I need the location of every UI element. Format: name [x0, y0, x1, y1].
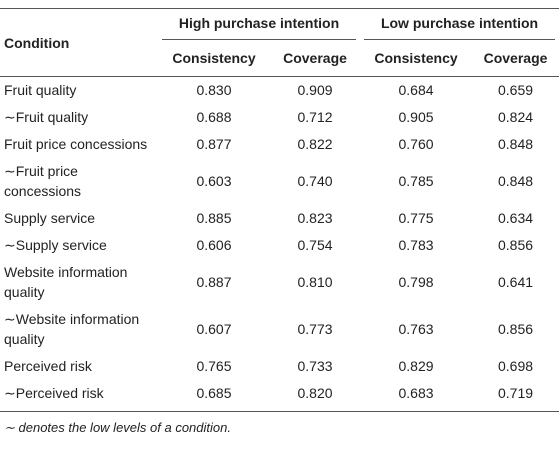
- condition-cell: Fruit quality: [4, 82, 77, 98]
- table-row: Perceived risk 0.765 0.733 0.829 0.698: [0, 353, 559, 380]
- condition-cell: ∼Supply service: [4, 237, 107, 253]
- value-cell: 0.848: [497, 173, 534, 189]
- value-cell: 0.775: [398, 210, 434, 226]
- condition-cell: Supply service: [4, 210, 96, 226]
- value-cell: 0.634: [497, 210, 534, 226]
- subheader: Coverage: [483, 50, 548, 66]
- table-row: Fruit price concessions 0.877 0.822 0.760 0.…: [0, 131, 559, 158]
- value-cell: 0.783: [398, 237, 434, 253]
- table-row: Website information quality 0.887 0.810 0.7…: [0, 259, 559, 306]
- value-cell: 0.810: [297, 274, 333, 290]
- value-cell: 0.733: [297, 358, 333, 374]
- value-cell: 0.856: [497, 321, 534, 337]
- page: Condition High purchase intention Low pu…: [0, 8, 559, 461]
- condition-cell: ∼Fruit price concessions: [4, 163, 82, 199]
- table-row: Supply service 0.885 0.823 0.775 0.634: [0, 205, 559, 232]
- subheader: Consistency: [374, 50, 458, 66]
- condition-cell: ∼Perceived risk: [4, 385, 104, 401]
- condition-cell: ∼Fruit quality: [4, 109, 89, 125]
- condition-cell: Perceived risk: [4, 358, 92, 374]
- value-cell: 0.683: [398, 385, 434, 401]
- value-cell: 0.712: [297, 109, 333, 125]
- value-cell: 0.887: [196, 274, 232, 290]
- value-cell: 0.740: [297, 173, 333, 189]
- value-cell: 0.829: [398, 358, 434, 374]
- value-cell: 0.763: [398, 321, 434, 337]
- value-cell: 0.820: [297, 385, 333, 401]
- value-cell: 0.848: [497, 136, 534, 152]
- value-cell: 0.765: [196, 358, 232, 374]
- value-cell: 0.607: [196, 321, 232, 337]
- value-cell: 0.823: [297, 210, 333, 226]
- table-body: Fruit quality 0.830 0.909 0.684 0.659 ∼Fruit …: [0, 77, 559, 412]
- value-cell: 0.885: [196, 210, 232, 226]
- value-cell: 0.641: [497, 274, 534, 290]
- value-cell: 0.856: [497, 237, 534, 253]
- group-header-text: High purchase intention: [162, 9, 357, 40]
- value-cell: 0.684: [398, 82, 434, 98]
- table-row: ∼Supply service 0.606 0.754 0.783 0.856: [0, 232, 559, 259]
- value-cell: 0.798: [398, 274, 434, 290]
- condition-cell: Fruit price concessions: [4, 136, 148, 152]
- table-row: ∼Perceived risk 0.685 0.820 0.683 0.719: [0, 380, 559, 412]
- value-cell: 0.824: [497, 109, 534, 125]
- condition-header: Condition: [4, 34, 70, 51]
- table-row: ∼Fruit quality 0.688 0.712 0.905 0.824: [0, 104, 559, 131]
- value-cell: 0.659: [497, 82, 534, 98]
- value-cell: 0.785: [398, 173, 434, 189]
- value-cell: 0.822: [297, 136, 333, 152]
- value-cell: 0.698: [497, 358, 534, 374]
- value-cell: 0.719: [497, 385, 534, 401]
- group-header: High purchase intention: [158, 9, 360, 40]
- value-cell: 0.754: [297, 237, 333, 253]
- value-cell: 0.909: [297, 82, 333, 98]
- group-header: Low purchase intention: [360, 9, 559, 40]
- value-cell: 0.905: [398, 109, 434, 125]
- table-header: Condition High purchase intention Low pu…: [0, 8, 559, 77]
- subheader: Consistency: [172, 50, 256, 66]
- results-table: Condition High purchase intention Low pu…: [0, 8, 559, 412]
- table-row: ∼Fruit price concessions 0.603 0.740 0.785 0…: [0, 158, 559, 205]
- table-row: ∼Website information quality 0.607 0.773 0.…: [0, 306, 559, 353]
- value-cell: 0.685: [196, 385, 232, 401]
- value-cell: 0.773: [297, 321, 333, 337]
- value-cell: 0.688: [196, 109, 232, 125]
- value-cell: 0.760: [398, 136, 434, 152]
- group-header-text: Low purchase intention: [364, 9, 556, 40]
- table-row: Fruit quality 0.830 0.909 0.684 0.659: [0, 77, 559, 105]
- value-cell: 0.603: [196, 173, 232, 189]
- subheader: Coverage: [283, 50, 347, 66]
- value-cell: 0.877: [196, 136, 232, 152]
- value-cell: 0.830: [196, 82, 232, 98]
- value-cell: 0.606: [196, 237, 232, 253]
- footnote: ∼ denotes the low levels of a condition.: [4, 420, 231, 435]
- condition-cell: ∼Website information quality: [4, 311, 140, 347]
- condition-cell: Website information quality: [4, 264, 128, 300]
